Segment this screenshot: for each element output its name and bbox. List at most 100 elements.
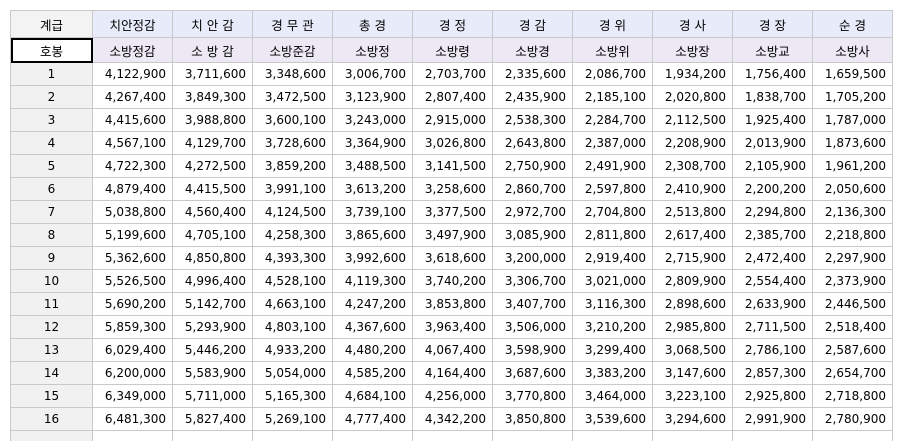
salary-cell[interactable]: 4,258,300 — [253, 224, 333, 247]
salary-cell[interactable]: 3,988,800 — [173, 109, 253, 132]
salary-cell[interactable]: 4,567,100 — [93, 132, 173, 155]
salary-cell[interactable]: 1,838,700 — [733, 86, 813, 109]
salary-cell[interactable]: 2,809,900 — [653, 270, 733, 293]
salary-cell[interactable]: 2,136,300 — [813, 201, 893, 224]
salary-cell[interactable]: 2,513,800 — [653, 201, 733, 224]
salary-cell[interactable]: 2,633,900 — [733, 293, 813, 316]
salary-cell[interactable]: 2,919,400 — [573, 247, 653, 270]
empty-cell[interactable] — [573, 431, 653, 441]
salary-cell[interactable]: 3,497,900 — [413, 224, 493, 247]
salary-cell[interactable]: 3,991,100 — [253, 178, 333, 201]
salary-cell[interactable]: 2,491,900 — [573, 155, 653, 178]
salary-cell[interactable]: 5,583,900 — [173, 362, 253, 385]
salary-cell[interactable]: 4,367,600 — [333, 316, 413, 339]
salary-cell[interactable]: 5,859,300 — [93, 316, 173, 339]
salary-cell[interactable]: 3,853,800 — [413, 293, 493, 316]
salary-cell[interactable]: 3,687,600 — [493, 362, 573, 385]
salary-cell[interactable]: 2,860,700 — [493, 178, 573, 201]
step-cell[interactable]: 2 — [11, 86, 93, 109]
salary-cell[interactable]: 2,410,900 — [653, 178, 733, 201]
rank-header-cell[interactable]: 경 무 관 — [253, 11, 333, 38]
salary-cell[interactable]: 1,925,400 — [733, 109, 813, 132]
step-cell[interactable]: 7 — [11, 201, 93, 224]
salary-cell[interactable]: 3,739,100 — [333, 201, 413, 224]
salary-cell[interactable]: 4,415,500 — [173, 178, 253, 201]
salary-cell[interactable]: 2,780,900 — [813, 408, 893, 431]
salary-cell[interactable]: 4,663,100 — [253, 293, 333, 316]
rank-corner-cell[interactable]: 계급 — [11, 11, 93, 38]
salary-cell[interactable]: 2,112,500 — [653, 109, 733, 132]
rank-header-cell[interactable]: 경 사 — [653, 11, 733, 38]
step-cell[interactable]: 13 — [11, 339, 93, 362]
salary-cell[interactable]: 2,185,100 — [573, 86, 653, 109]
salary-cell[interactable]: 2,435,900 — [493, 86, 573, 109]
salary-cell[interactable]: 2,991,900 — [733, 408, 813, 431]
salary-cell[interactable]: 3,348,600 — [253, 63, 333, 86]
salary-cell[interactable]: 4,560,400 — [173, 201, 253, 224]
step-cell[interactable]: 10 — [11, 270, 93, 293]
salary-cell[interactable]: 3,488,500 — [333, 155, 413, 178]
step-cell[interactable]: 3 — [11, 109, 93, 132]
salary-cell[interactable]: 3,618,600 — [413, 247, 493, 270]
salary-cell[interactable]: 3,740,200 — [413, 270, 493, 293]
salary-cell[interactable]: 3,021,000 — [573, 270, 653, 293]
salary-cell[interactable]: 1,705,200 — [813, 86, 893, 109]
salary-cell[interactable]: 2,925,800 — [733, 385, 813, 408]
salary-cell[interactable]: 2,294,800 — [733, 201, 813, 224]
salary-cell[interactable]: 4,850,800 — [173, 247, 253, 270]
salary-cell[interactable]: 2,308,700 — [653, 155, 733, 178]
salary-cell[interactable]: 6,349,000 — [93, 385, 173, 408]
step-cell[interactable]: 12 — [11, 316, 93, 339]
salary-cell[interactable]: 2,898,600 — [653, 293, 733, 316]
salary-cell[interactable]: 5,293,900 — [173, 316, 253, 339]
salary-cell[interactable]: 3,850,800 — [493, 408, 573, 431]
salary-cell[interactable]: 3,963,400 — [413, 316, 493, 339]
salary-cell[interactable]: 3,085,900 — [493, 224, 573, 247]
rank-header-cell[interactable]: 경 감 — [493, 11, 573, 38]
salary-cell[interactable]: 4,124,500 — [253, 201, 333, 224]
salary-cell[interactable]: 5,690,200 — [93, 293, 173, 316]
salary-cell[interactable]: 2,086,700 — [573, 63, 653, 86]
salary-cell[interactable]: 4,267,400 — [93, 86, 173, 109]
salary-cell[interactable]: 3,243,000 — [333, 109, 413, 132]
salary-cell[interactable]: 2,538,300 — [493, 109, 573, 132]
salary-cell[interactable]: 5,165,300 — [253, 385, 333, 408]
rank-header-cell[interactable]: 치안정감 — [93, 11, 173, 38]
salary-cell[interactable]: 3,026,800 — [413, 132, 493, 155]
salary-cell[interactable]: 4,067,400 — [413, 339, 493, 362]
salary-cell[interactable]: 2,972,700 — [493, 201, 573, 224]
empty-cell[interactable] — [733, 431, 813, 441]
fire-rank-header-cell[interactable]: 소방준감 — [253, 38, 333, 63]
empty-cell[interactable] — [253, 431, 333, 441]
step-cell[interactable]: 15 — [11, 385, 93, 408]
salary-cell[interactable]: 3,849,300 — [173, 86, 253, 109]
salary-cell[interactable]: 1,934,200 — [653, 63, 733, 86]
salary-cell[interactable]: 4,684,100 — [333, 385, 413, 408]
salary-cell[interactable]: 3,613,200 — [333, 178, 413, 201]
salary-cell[interactable]: 4,879,400 — [93, 178, 173, 201]
salary-cell[interactable]: 2,387,000 — [573, 132, 653, 155]
salary-cell[interactable]: 2,050,600 — [813, 178, 893, 201]
salary-cell[interactable]: 2,446,500 — [813, 293, 893, 316]
salary-cell[interactable]: 2,200,200 — [733, 178, 813, 201]
salary-cell[interactable]: 2,711,500 — [733, 316, 813, 339]
salary-cell[interactable]: 3,506,000 — [493, 316, 573, 339]
salary-cell[interactable]: 4,393,300 — [253, 247, 333, 270]
salary-cell[interactable]: 1,756,400 — [733, 63, 813, 86]
salary-cell[interactable]: 2,915,000 — [413, 109, 493, 132]
salary-cell[interactable]: 5,362,600 — [93, 247, 173, 270]
salary-cell[interactable]: 3,728,600 — [253, 132, 333, 155]
salary-cell[interactable]: 2,811,800 — [573, 224, 653, 247]
step-cell[interactable]: 6 — [11, 178, 93, 201]
salary-cell[interactable]: 2,750,900 — [493, 155, 573, 178]
rank-header-cell[interactable]: 치 안 감 — [173, 11, 253, 38]
salary-cell[interactable]: 3,223,100 — [653, 385, 733, 408]
salary-cell[interactable]: 3,123,900 — [333, 86, 413, 109]
salary-cell[interactable]: 2,335,600 — [493, 63, 573, 86]
empty-cell[interactable] — [93, 431, 173, 441]
salary-cell[interactable]: 1,961,200 — [813, 155, 893, 178]
salary-cell[interactable]: 4,996,400 — [173, 270, 253, 293]
salary-cell[interactable]: 2,617,400 — [653, 224, 733, 247]
salary-cell[interactable]: 2,786,100 — [733, 339, 813, 362]
salary-cell[interactable]: 5,142,700 — [173, 293, 253, 316]
